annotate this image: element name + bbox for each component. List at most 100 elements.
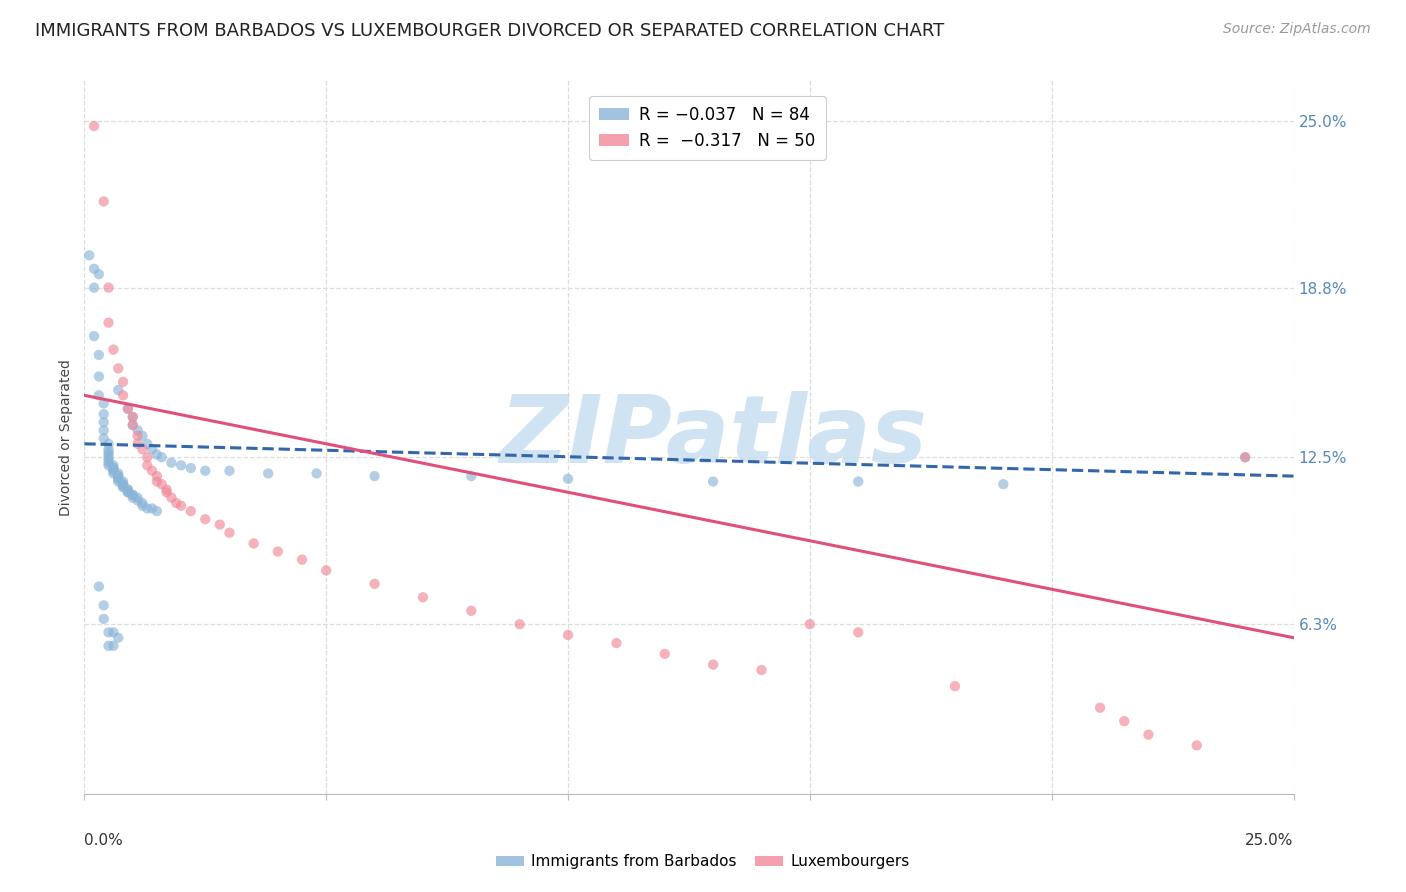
Point — [107, 469, 129, 483]
Legend: Immigrants from Barbados, Luxembourgers: Immigrants from Barbados, Luxembourgers — [491, 848, 915, 875]
Point — [97, 456, 120, 470]
Point — [180, 504, 202, 518]
Point — [121, 409, 143, 424]
Point — [194, 464, 217, 478]
Point — [103, 461, 125, 475]
Point — [97, 458, 120, 473]
Point — [112, 477, 135, 491]
Point — [846, 475, 869, 489]
Point — [97, 453, 120, 467]
Point — [155, 485, 177, 500]
Point — [799, 617, 821, 632]
Text: IMMIGRANTS FROM BARBADOS VS LUXEMBOURGER DIVORCED OR SEPARATED CORRELATION CHART: IMMIGRANTS FROM BARBADOS VS LUXEMBOURGER… — [35, 22, 945, 40]
Point — [557, 472, 579, 486]
Point — [117, 485, 139, 500]
Point — [141, 464, 163, 478]
Point — [107, 469, 129, 483]
Point — [103, 461, 125, 475]
Point — [83, 280, 105, 294]
Text: 0.0%: 0.0% — [84, 833, 124, 848]
Point — [97, 437, 120, 451]
Point — [97, 280, 120, 294]
Point — [993, 477, 1015, 491]
Point — [654, 647, 676, 661]
Point — [107, 472, 129, 486]
Point — [141, 501, 163, 516]
Point — [97, 625, 120, 640]
Point — [97, 445, 120, 459]
Point — [1185, 739, 1208, 753]
Point — [93, 396, 115, 410]
Point — [363, 469, 385, 483]
Point — [107, 467, 129, 481]
Point — [112, 375, 135, 389]
Point — [121, 417, 143, 432]
Point — [702, 657, 724, 672]
Point — [557, 628, 579, 642]
Point — [460, 604, 482, 618]
Point — [943, 679, 966, 693]
Point — [97, 450, 120, 465]
Point — [1137, 728, 1160, 742]
Point — [131, 499, 153, 513]
Point — [87, 580, 110, 594]
Point — [97, 639, 120, 653]
Point — [93, 415, 115, 429]
Y-axis label: Divorced or Separated: Divorced or Separated — [59, 359, 73, 516]
Legend: R = −0.037   N = 84, R =  −0.317   N = 50: R = −0.037 N = 84, R = −0.317 N = 50 — [589, 95, 825, 160]
Point — [846, 625, 869, 640]
Point — [87, 388, 110, 402]
Point — [1088, 700, 1111, 714]
Point — [121, 488, 143, 502]
Point — [136, 501, 159, 516]
Point — [218, 525, 240, 540]
Point — [1234, 450, 1257, 465]
Point — [93, 407, 115, 421]
Point — [93, 423, 115, 437]
Point — [97, 448, 120, 462]
Point — [103, 343, 125, 357]
Point — [267, 544, 290, 558]
Point — [117, 483, 139, 497]
Point — [146, 475, 169, 489]
Point — [208, 517, 231, 532]
Point — [117, 401, 139, 416]
Point — [363, 577, 385, 591]
Point — [103, 639, 125, 653]
Point — [460, 469, 482, 483]
Point — [87, 369, 110, 384]
Point — [1114, 714, 1136, 728]
Point — [194, 512, 217, 526]
Point — [93, 599, 115, 613]
Text: ZIPatlas: ZIPatlas — [499, 391, 927, 483]
Point — [107, 383, 129, 397]
Point — [257, 467, 280, 481]
Point — [170, 499, 193, 513]
Point — [112, 477, 135, 491]
Point — [146, 448, 169, 462]
Point — [112, 475, 135, 489]
Point — [127, 437, 149, 451]
Point — [218, 464, 240, 478]
Point — [305, 467, 328, 481]
Point — [107, 475, 129, 489]
Point — [160, 456, 183, 470]
Point — [412, 591, 434, 605]
Point — [117, 485, 139, 500]
Point — [87, 267, 110, 281]
Point — [121, 417, 143, 432]
Point — [150, 477, 173, 491]
Point — [97, 442, 120, 457]
Point — [97, 316, 120, 330]
Point — [702, 475, 724, 489]
Point — [87, 348, 110, 362]
Point — [107, 472, 129, 486]
Point — [112, 480, 135, 494]
Point — [141, 442, 163, 457]
Point — [146, 469, 169, 483]
Point — [155, 483, 177, 497]
Point — [83, 119, 105, 133]
Point — [150, 450, 173, 465]
Point — [127, 493, 149, 508]
Point — [112, 480, 135, 494]
